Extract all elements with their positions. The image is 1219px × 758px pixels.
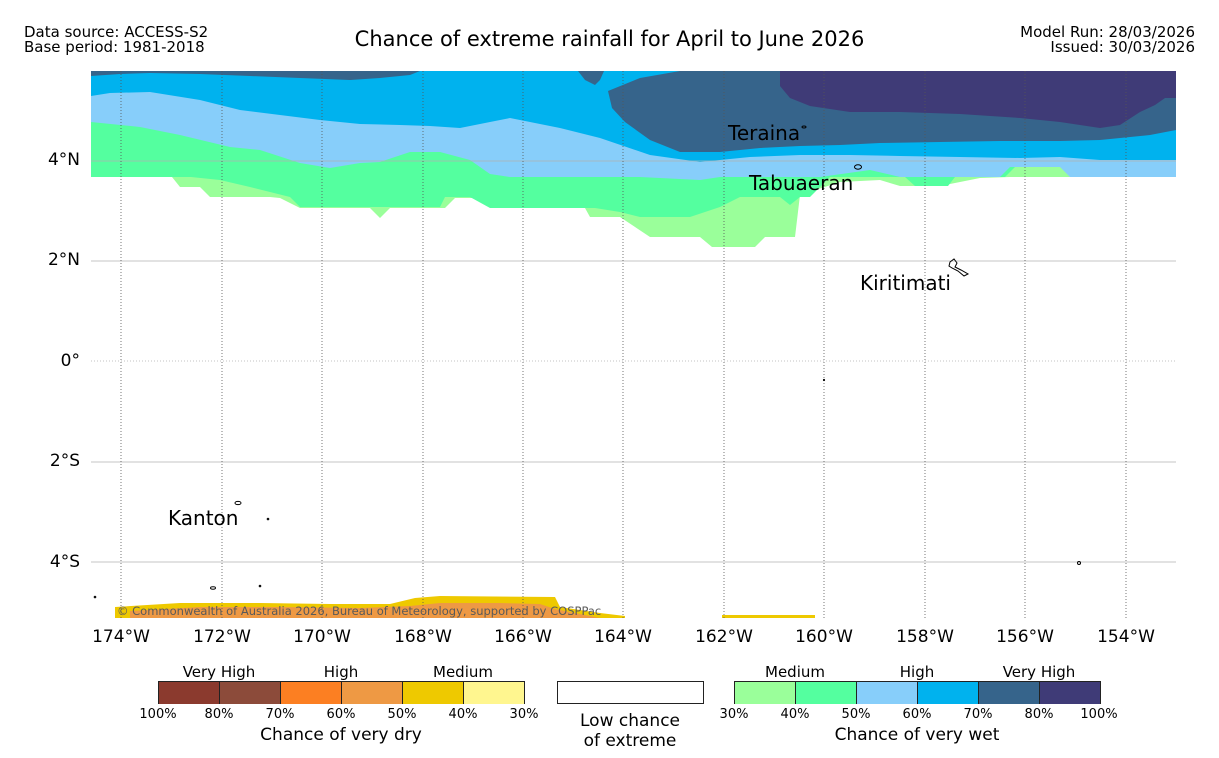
wet-tick: 40% [780,707,810,722]
small-island-shape [93,595,97,599]
probability-shading [91,71,1176,618]
place-label-kiritimati: Kiritimati [860,271,951,295]
low-chance-swatch [557,681,704,704]
dry-colorbar [158,681,525,704]
dry-tick: 30% [509,707,539,722]
dry-swatch-3 [281,682,342,704]
dry-tick: 80% [204,707,234,722]
wet-swatch-4 [918,682,979,704]
dry-tick: 50% [387,707,417,722]
dry-swatch-2 [220,682,281,704]
lon-label-174w: 174°W [92,627,150,647]
dry-tick: 40% [448,707,478,722]
lat-label-4n: 4°N [47,150,80,170]
gridlines [91,160,1176,563]
wet-swatch-1 [735,682,796,704]
dry-category-medium: Medium [433,663,493,681]
wet-tick: 80% [1024,707,1054,722]
dry-legend-title: Chance of very dry [260,725,422,745]
lon-label-154w: 154°W [1097,627,1155,647]
dry-high-region [130,603,600,618]
dry-tick: 60% [326,707,356,722]
small-island-shape [210,586,216,590]
dry-category-very-high: Very High [182,663,256,681]
lon-label-158w: 158°W [896,627,954,647]
small-island-shape [822,378,826,382]
small-island-shape [258,584,262,588]
place-label-teraina: Teraina [727,121,800,145]
issued-label: Issued: 30/03/2026 [1050,38,1195,56]
lon-label-170w: 170°W [293,627,351,647]
dry-tick: 100% [139,707,177,722]
lon-label-160w: 160°W [795,627,853,647]
wet-tick: 100% [1080,707,1118,722]
wet-category-very-high: Very High [1002,663,1076,681]
wet-tick: 50% [841,707,871,722]
lon-label-168w: 168°W [394,627,452,647]
lon-label-164w: 164°W [594,627,652,647]
wet-small-patch [578,71,604,85]
lat-label-2s: 2°S [49,451,80,471]
wet-swatch-3 [857,682,918,704]
dry-swatch-4 [342,682,403,704]
lat-label-4s: 4°S [49,552,80,572]
wet-tick: 70% [963,707,993,722]
wet-extreme-region [780,71,1176,128]
place-label-kanton: Kanton [168,506,238,530]
wet-category-medium: Medium [765,663,825,681]
dry-swatch-6 [464,682,524,704]
islands [93,125,1081,599]
wet-swatch-5 [979,682,1040,704]
lat-label-equator: 0° [60,351,80,371]
dry-swatch-1 [159,682,220,704]
small-island-shape [266,517,270,521]
low-chance-line-1: Low chance [580,711,680,731]
wet-swatch-2 [796,682,857,704]
kanton-island-shape [234,500,242,506]
lat-label-2n: 2°N [47,250,80,270]
wet-tick: 30% [719,707,749,722]
dry-small-patch [722,615,815,618]
tabuaeran-island-shape [854,164,862,170]
dry-tick: 70% [265,707,295,722]
wet-colorbar [734,681,1101,704]
dry-swatch-5 [403,682,464,704]
wet-swatch-6 [1040,682,1100,704]
kiritimati-island-shape [948,258,970,277]
base-period-label: Base period: 1981-2018 [24,38,205,56]
meridians [120,71,1127,618]
lon-label-162w: 162°W [695,627,753,647]
dry-category-high: High [323,663,359,681]
place-label-tabuaeran: Tabuaeran [748,171,853,195]
wet-tick: 60% [902,707,932,722]
wet-top-edge-region [91,71,420,80]
lon-label-166w: 166°W [494,627,552,647]
teraina-island-shape [801,125,807,129]
data-source-label: Data source: ACCESS-S2 [24,23,209,41]
model-run-label: Model Run: 28/03/2026 [1020,23,1195,41]
wet-legend-title: Chance of very wet [834,725,1000,745]
lon-label-156w: 156°W [996,627,1054,647]
small-island-shape [1077,561,1081,565]
copyright-text: © Commonwealth of Australia 2026, Bureau… [117,604,601,618]
wet-category-high: High [899,663,935,681]
map-title: Chance of extreme rainfall for April to … [354,27,865,51]
low-chance-line-2: of extreme [583,731,677,751]
lon-label-172w: 172°W [193,627,251,647]
